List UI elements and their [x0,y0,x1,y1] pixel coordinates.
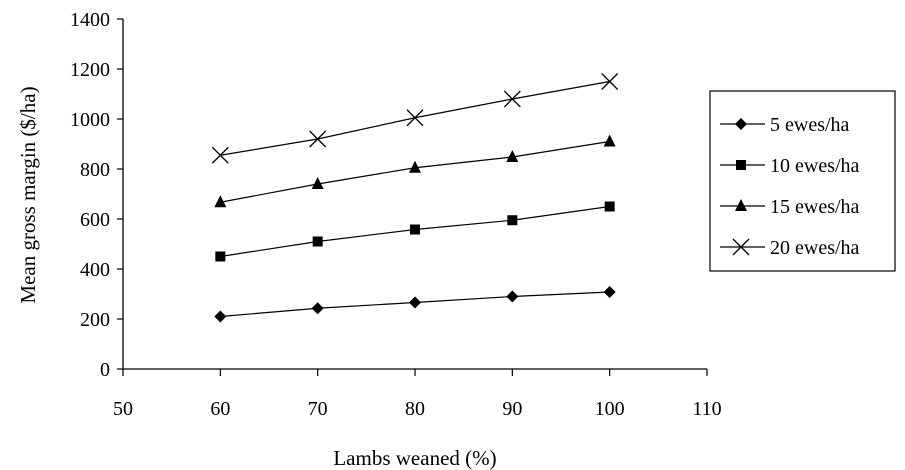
cross-stroke [601,73,619,90]
data-point [312,236,323,247]
axes: 0 200 400 600 800 1000 1200 1400 50 60 70 80 90 100 11… [70,9,722,420]
cross-stroke [503,90,521,108]
data-point [601,73,619,90]
y-tick-label: 600 [80,209,110,231]
legend-marker [736,160,746,170]
x-tick-label: 100 [595,398,625,420]
data-point [215,251,226,262]
data-point [503,90,521,108]
series-1 [214,286,616,323]
data-point [604,201,615,212]
y-tick-label: 800 [80,159,110,181]
cross-stroke [732,238,750,256]
data-point [410,224,420,235]
legend-marker [735,118,747,130]
y-tick-label: 200 [80,309,110,331]
x-tick-label: 50 [113,398,133,420]
data-point [311,177,324,189]
data-point [214,195,227,208]
y-axis-title: Mean gross margin ($/ha) [16,86,40,303]
x-tick-label: 90 [502,398,522,420]
data-point [603,134,616,147]
legend-label: 5 ewes/ha [770,114,850,136]
data-point [603,286,616,298]
data-point [409,160,421,173]
legend-item: 5 ewes/ha [720,114,850,136]
cross-stroke [211,146,229,164]
y-tick-label: 400 [80,259,110,281]
data-point [506,150,519,162]
data-point [311,302,324,315]
x-axis-title: Lambs weaned (%) [333,446,496,470]
x-tick-label: 70 [308,398,328,420]
series-2 [215,201,615,262]
data-point [506,290,519,303]
data-point [406,109,424,127]
y-tick-label: 0 [100,359,110,381]
series-4 [211,73,619,164]
data-point [309,130,327,148]
legend-box [709,90,896,272]
legend-item: 15 ewes/ha [720,196,860,218]
y-tick-label: 1200 [70,59,110,81]
legend-marker [735,199,747,211]
y-tick-label: 1000 [70,109,110,131]
cross-stroke [406,109,424,127]
legend: 5 ewes/ha 10 ewes/ha 15 ewes/ha 20 ewes/ha [709,90,896,272]
legend-marker [732,238,750,256]
legend-item: 20 ewes/ha [720,237,860,259]
legend-label: 20 ewes/ha [770,237,860,259]
data-point [507,215,518,226]
data-point [409,296,421,309]
x-tick-label: 60 [210,398,230,420]
y-tick-label: 1400 [70,9,110,31]
x-tick-label: 110 [692,398,721,420]
data-point [211,146,229,164]
series-layer [211,73,619,323]
legend-item: 10 ewes/ha [720,155,860,177]
x-tick-label: 80 [405,398,425,420]
legend-label: 10 ewes/ha [770,155,860,177]
data-point [214,310,227,323]
series-3 [214,134,616,208]
legend-label: 15 ewes/ha [770,196,860,218]
cross-stroke [309,130,327,148]
